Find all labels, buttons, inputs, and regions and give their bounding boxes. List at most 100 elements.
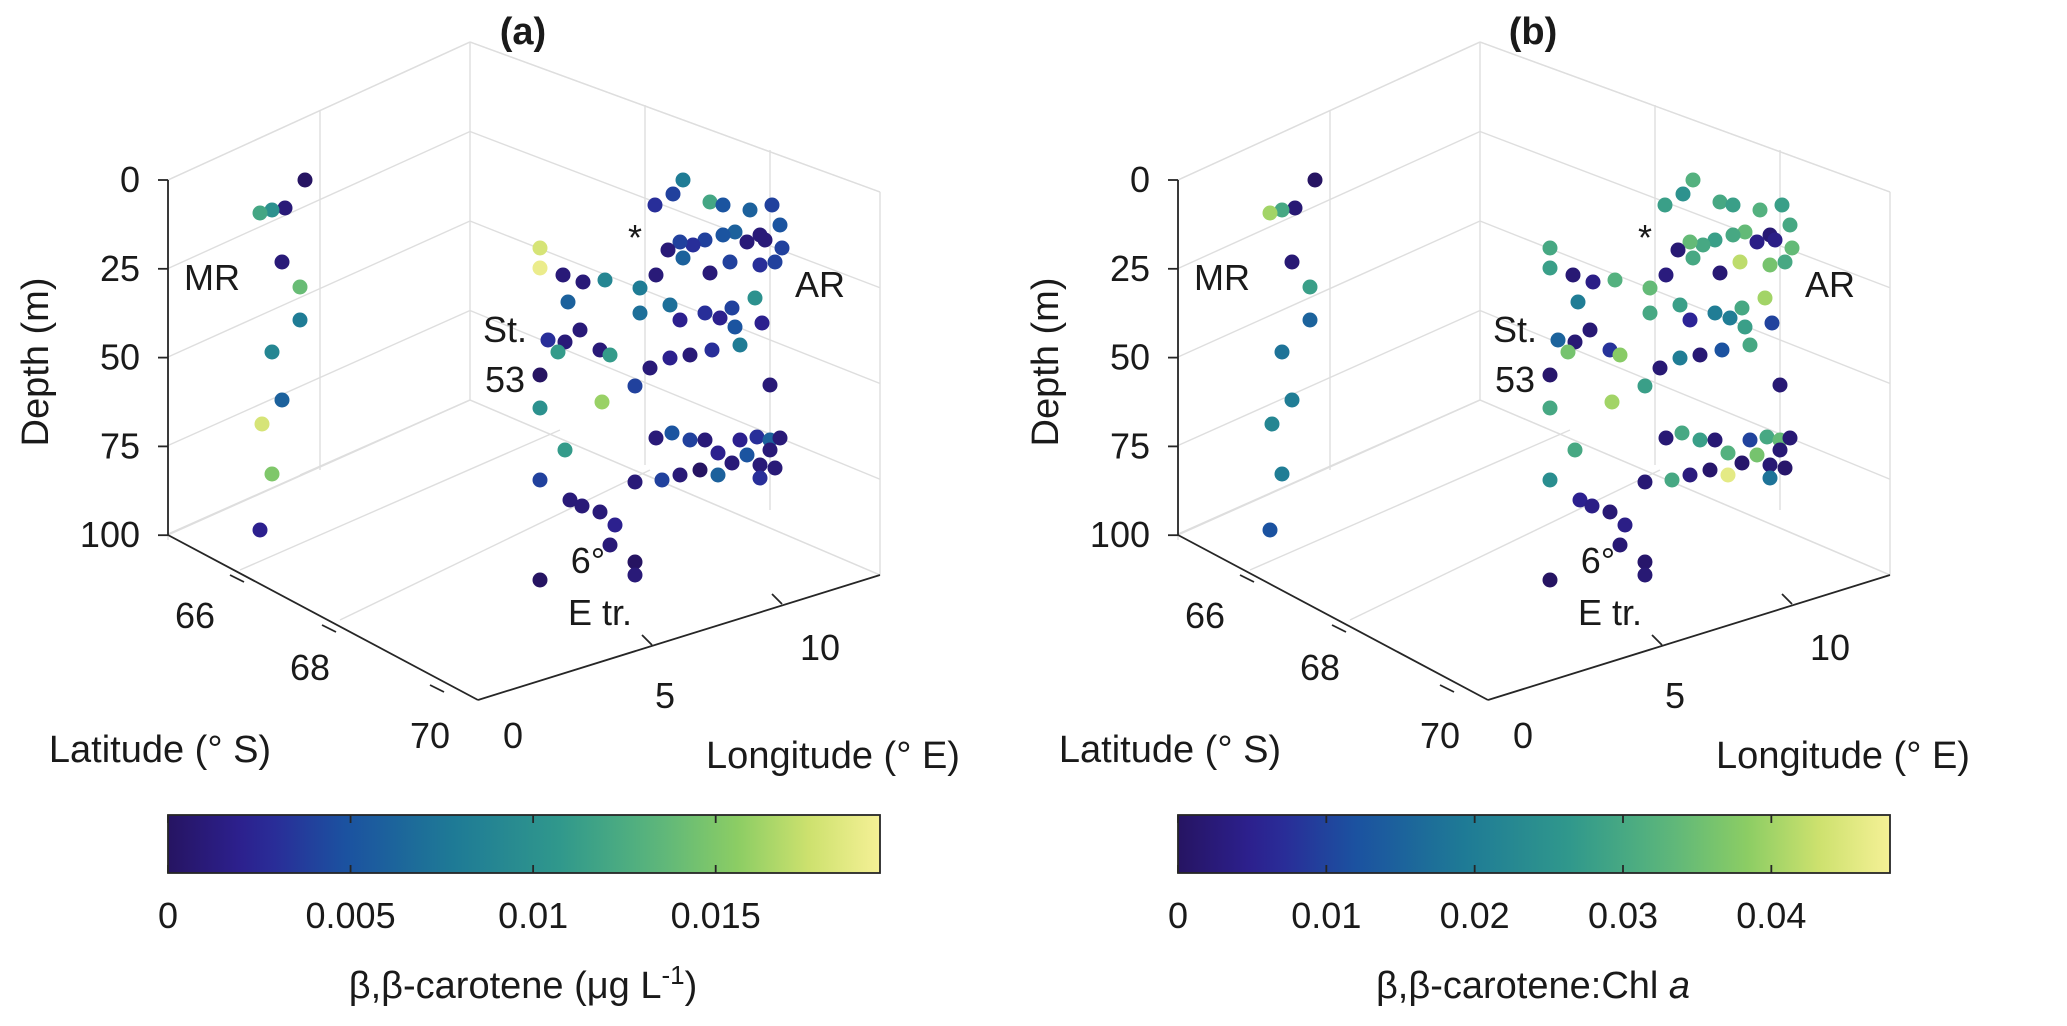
data-point <box>1714 342 1730 358</box>
data-point <box>532 240 548 256</box>
colorbar-frame <box>167 814 881 874</box>
data-point <box>1287 200 1303 216</box>
data-point <box>560 294 576 310</box>
panel-a: (a) 0 25 50 75 100 66 68 70 0 5 10 Depth (m) Latitude… <box>15 11 960 1007</box>
z-tick-label: 100 <box>1090 514 1150 555</box>
data-point <box>1712 194 1728 210</box>
data-point <box>594 394 610 410</box>
data-point <box>1302 279 1318 295</box>
data-point <box>1657 197 1673 213</box>
data-point <box>1772 442 1788 458</box>
data-point <box>764 197 780 213</box>
data-point <box>1742 337 1758 353</box>
data-point <box>1542 260 1558 276</box>
data-point <box>1302 312 1318 328</box>
data-point <box>732 337 748 353</box>
data-point <box>1542 367 1558 383</box>
data-point <box>710 445 726 461</box>
data-point <box>274 254 290 270</box>
data-point <box>1584 498 1600 514</box>
data-point <box>1772 377 1788 393</box>
lon-tick <box>1651 634 1663 646</box>
data-point <box>654 472 670 488</box>
data-point <box>724 455 740 471</box>
grid-line <box>469 130 881 289</box>
grid-line <box>469 309 881 480</box>
data-point <box>754 315 770 331</box>
data-point <box>697 305 713 321</box>
lat-tick <box>1439 684 1455 693</box>
lat-tick-label: 70 <box>410 715 450 756</box>
colorbar-label: β,β-carotene:Chl a <box>1376 965 1690 1007</box>
lon-tick-label: 0 <box>1513 715 1533 756</box>
colorbar <box>168 815 880 873</box>
annotation-6deg: 6° <box>571 540 605 581</box>
grid-line <box>299 399 471 476</box>
data-point <box>597 272 613 288</box>
z-tick-label: 0 <box>1130 159 1150 200</box>
lon-tick <box>1781 593 1793 605</box>
data-point <box>627 567 643 583</box>
data-point <box>1757 290 1773 306</box>
data-point <box>767 460 783 476</box>
data-point <box>672 467 688 483</box>
data-point <box>682 432 698 448</box>
annotation-st: St. <box>483 309 527 350</box>
panel-title: (a) <box>500 11 546 53</box>
data-point <box>1692 432 1708 448</box>
data-point <box>1658 267 1674 283</box>
data-point <box>722 254 738 270</box>
lon-tick-label: 5 <box>1665 675 1685 716</box>
data-point <box>767 254 783 270</box>
data-point <box>264 344 280 360</box>
data-point <box>1542 400 1558 416</box>
colorbar-tick-label: 0.03 <box>1588 895 1658 936</box>
grid-line <box>1177 399 1891 576</box>
data-point <box>572 322 588 338</box>
latitude-axis-label: Latitude (° S) <box>49 729 271 771</box>
data-point <box>1637 567 1653 583</box>
data-point <box>264 202 280 218</box>
grid-line <box>1479 309 1891 480</box>
lon-tick-label: 10 <box>1810 627 1850 668</box>
data-point <box>1720 467 1736 483</box>
longitude-axis-line <box>1487 574 1891 701</box>
data-point <box>1572 492 1588 508</box>
data-point <box>1264 416 1280 432</box>
data-point <box>1602 504 1618 520</box>
data-point <box>1707 432 1723 448</box>
data-point <box>607 517 623 533</box>
data-point <box>752 257 768 273</box>
data-point <box>697 232 713 248</box>
colorbar-tick-label: 0.01 <box>1291 895 1361 936</box>
data-point <box>1737 319 1753 335</box>
data-point <box>1685 172 1701 188</box>
data-point <box>1782 430 1798 446</box>
data-point <box>752 457 768 473</box>
data-point <box>1652 360 1668 376</box>
grid-line <box>1177 220 1481 358</box>
data-point <box>752 470 768 486</box>
data-point <box>1722 310 1738 326</box>
data-point <box>727 319 743 335</box>
data-point <box>292 312 308 328</box>
data-point <box>1702 462 1718 478</box>
data-point <box>277 200 293 216</box>
lat-tick <box>321 624 337 633</box>
grid-line <box>1479 130 1891 289</box>
data-point <box>274 392 290 408</box>
data-point <box>762 377 778 393</box>
latitude-axis-line <box>1177 534 1489 701</box>
data-point <box>1670 242 1686 258</box>
data-point <box>1274 466 1290 482</box>
lon-tick-label: 0 <box>503 715 523 756</box>
grid-line <box>167 309 471 447</box>
z-tick-label: 75 <box>1110 425 1150 466</box>
data-point <box>662 297 678 313</box>
data-point <box>672 312 688 328</box>
data-point <box>1582 322 1598 338</box>
data-point <box>732 432 748 448</box>
data-point <box>1707 232 1723 248</box>
data-point <box>697 432 713 448</box>
data-point <box>1685 250 1701 266</box>
